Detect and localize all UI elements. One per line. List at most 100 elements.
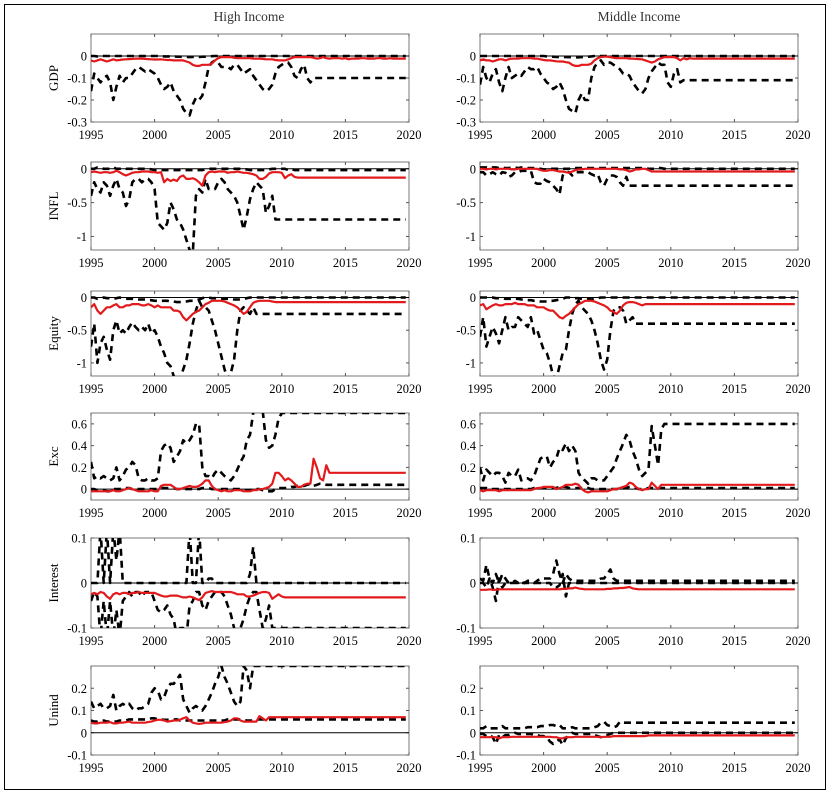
figure-frame	[4, 4, 826, 790]
median-line	[480, 481, 795, 494]
y-tick-label: -0.2	[456, 94, 476, 108]
x-tick-label: 2005	[206, 128, 231, 142]
plot-area	[480, 720, 798, 747]
y-tick-label: -0.3	[456, 116, 476, 130]
plot-area	[91, 54, 409, 117]
y-tick-label: 0.4	[460, 439, 476, 453]
panel-exc-col0: 1995 2000 2005 2010 2015 2020 0 0.2 0.4 0.6 Exc	[46, 412, 422, 520]
x-tick-label: 1995	[468, 382, 493, 396]
x-tick-label: 1995	[79, 634, 104, 648]
y-tick-label: -0.1	[456, 72, 476, 86]
y-tick-label: -0.5	[67, 324, 87, 338]
upper-band-line	[91, 166, 406, 172]
x-tick-label: 2020	[786, 761, 811, 775]
panel-row2-col1: 1995 2000 2005 2010 2015 2020 0 -0.5 -1	[456, 290, 811, 396]
y-tick-label: 0.2	[71, 461, 87, 475]
x-tick-label: 2020	[786, 634, 811, 648]
x-tick-label: 1995	[79, 128, 104, 142]
axes-box	[479, 161, 799, 251]
median-line	[480, 734, 795, 740]
y-axis-label: Equity	[46, 316, 61, 351]
plot-area	[480, 422, 798, 494]
x-tick-label: 2020	[397, 382, 422, 396]
y-tick-label: -0.1	[456, 622, 476, 636]
x-tick-label: 2005	[595, 382, 620, 396]
x-tick-label: 1995	[468, 128, 493, 142]
y-tick-label: -0.1	[456, 749, 476, 763]
lower-band-line	[91, 666, 406, 714]
y-tick-label: -0.5	[456, 324, 476, 338]
x-tick-label: 2010	[269, 761, 294, 775]
x-tick-label: 2015	[722, 128, 747, 142]
y-tick-label: 0	[470, 50, 476, 64]
lower-band-line	[480, 572, 795, 603]
y-tick-label: -1	[466, 356, 476, 370]
x-tick-label: 2010	[658, 256, 683, 270]
y-tick-label: 0.6	[71, 417, 87, 431]
panel-row1-col1: 1995 2000 2005 2010 2015 2020 0 -0.5 -1	[456, 161, 811, 270]
lower-band-line	[91, 299, 406, 376]
y-tick-label: -0.1	[67, 72, 87, 86]
x-tick-label: 2010	[658, 506, 683, 520]
x-tick-label: 2000	[531, 506, 556, 520]
x-tick-label: 2000	[142, 761, 167, 775]
y-tick-label: 0.4	[71, 439, 87, 453]
x-tick-label: 2005	[595, 128, 620, 142]
y-tick-label: 0.6	[460, 417, 476, 431]
y-tick-label: 0	[470, 291, 476, 305]
y-axis-label: INFL	[46, 191, 61, 220]
x-tick-label: 2020	[786, 382, 811, 396]
x-tick-label: 2015	[333, 634, 358, 648]
x-tick-label: 2005	[206, 506, 231, 520]
panel-row5-col1: 1995 2000 2005 2010 2015 2020 0.2 0.1 0 -0.1	[456, 665, 811, 775]
x-tick-label: 2020	[397, 761, 422, 775]
x-tick-label: 2005	[595, 256, 620, 270]
x-tick-label: 2010	[269, 634, 294, 648]
upper-band-line	[480, 720, 795, 730]
y-tick-label: 0	[470, 162, 476, 176]
y-tick-label: 0.2	[460, 461, 476, 475]
panel-row0-col1: 1995 2000 2005 2010 2015 2020 0 -0.1 -0.2 -0.3	[456, 33, 811, 142]
x-tick-label: 2005	[206, 382, 231, 396]
upper-band-line	[480, 54, 795, 59]
axes-box	[479, 665, 799, 756]
y-tick-label: 0.1	[460, 532, 476, 546]
median-line	[480, 299, 795, 320]
x-tick-label: 2020	[397, 256, 422, 270]
y-tick-label: -0.3	[67, 116, 87, 130]
panel-unind-col0: 1995 2000 2005 2010 2015 2020 0.2 0.1 0 -0.1 Unind	[46, 665, 422, 775]
panel-infl-col0: 1995 2000 2005 2010 2015 2020 0 -0.5 -1 INFL	[46, 161, 422, 270]
x-tick-label: 2005	[595, 634, 620, 648]
plot-area	[91, 413, 409, 493]
x-tick-label: 2015	[333, 128, 358, 142]
x-tick-label: 2000	[142, 382, 167, 396]
axes-box	[90, 33, 410, 123]
y-tick-label: 0	[81, 577, 87, 591]
y-axis-label: Exc	[46, 446, 61, 466]
x-tick-label: 1995	[79, 256, 104, 270]
x-tick-label: 2010	[658, 128, 683, 142]
panel-gdp-col0: 1995 2000 2005 2010 2015 2020 0 -0.1 -0.2 -0.3 GDP	[46, 33, 422, 142]
upper-band-line	[480, 296, 795, 303]
plot-area	[91, 166, 409, 250]
lower-band-line	[91, 590, 406, 628]
axes-box	[479, 33, 799, 123]
median-line	[91, 590, 406, 602]
x-tick-label: 1995	[79, 382, 104, 396]
y-tick-label: -0.1	[67, 622, 87, 636]
y-tick-label: -0.2	[67, 94, 87, 108]
y-tick-label: -1	[466, 230, 476, 244]
y-tick-label: 0	[81, 50, 87, 64]
y-tick-label: 0	[470, 483, 476, 497]
x-tick-label: 2015	[333, 506, 358, 520]
y-axis-label: Unind	[46, 694, 61, 727]
y-axis-label: GDP	[46, 65, 61, 91]
plot-area	[480, 559, 798, 603]
median-line	[91, 299, 406, 322]
plot-area	[480, 296, 798, 376]
x-tick-label: 2000	[531, 634, 556, 648]
x-tick-label: 1995	[79, 506, 104, 520]
y-tick-label: -0.5	[456, 196, 476, 210]
plot-area	[91, 296, 409, 376]
